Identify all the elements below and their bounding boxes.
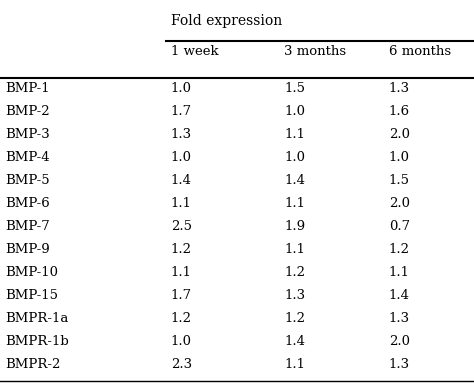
Text: 3 months: 3 months bbox=[284, 45, 346, 58]
Text: 1.6: 1.6 bbox=[389, 105, 410, 118]
Text: BMP-7: BMP-7 bbox=[5, 220, 49, 233]
Text: BMP-2: BMP-2 bbox=[5, 105, 49, 118]
Text: 2.0: 2.0 bbox=[389, 128, 410, 141]
Text: 1.0: 1.0 bbox=[171, 151, 191, 164]
Text: BMP-5: BMP-5 bbox=[5, 174, 49, 187]
Text: 2.0: 2.0 bbox=[389, 335, 410, 348]
Text: BMP-6: BMP-6 bbox=[5, 197, 49, 210]
Text: 1.3: 1.3 bbox=[389, 312, 410, 325]
Text: BMP-3: BMP-3 bbox=[5, 128, 49, 141]
Text: 1.2: 1.2 bbox=[389, 243, 410, 256]
Text: 1.9: 1.9 bbox=[284, 220, 306, 233]
Text: 1.7: 1.7 bbox=[171, 105, 192, 118]
Text: 0.7: 0.7 bbox=[389, 220, 410, 233]
Text: BMP-9: BMP-9 bbox=[5, 243, 49, 256]
Text: 1 week: 1 week bbox=[171, 45, 218, 58]
Text: 1.4: 1.4 bbox=[284, 174, 305, 187]
Text: 2.3: 2.3 bbox=[171, 358, 192, 371]
Text: BMP-4: BMP-4 bbox=[5, 151, 49, 164]
Text: BMPR-2: BMPR-2 bbox=[5, 358, 60, 371]
Text: 1.5: 1.5 bbox=[389, 174, 410, 187]
Text: 1.3: 1.3 bbox=[171, 128, 192, 141]
Text: 1.0: 1.0 bbox=[171, 335, 191, 348]
Text: 1.0: 1.0 bbox=[284, 151, 305, 164]
Text: 1.1: 1.1 bbox=[284, 358, 305, 371]
Text: BMP-15: BMP-15 bbox=[5, 289, 58, 302]
Text: 1.1: 1.1 bbox=[389, 266, 410, 279]
Text: 1.4: 1.4 bbox=[171, 174, 191, 187]
Text: BMPR-1a: BMPR-1a bbox=[5, 312, 68, 325]
Text: 1.2: 1.2 bbox=[284, 266, 305, 279]
Text: 1.1: 1.1 bbox=[284, 128, 305, 141]
Text: 1.5: 1.5 bbox=[284, 82, 305, 95]
Text: 2.5: 2.5 bbox=[171, 220, 191, 233]
Text: 2.0: 2.0 bbox=[389, 197, 410, 210]
Text: BMP-1: BMP-1 bbox=[5, 82, 49, 95]
Text: 1.3: 1.3 bbox=[389, 358, 410, 371]
Text: 1.2: 1.2 bbox=[171, 312, 191, 325]
Text: 1.4: 1.4 bbox=[389, 289, 410, 302]
Text: 1.3: 1.3 bbox=[284, 289, 306, 302]
Text: 1.1: 1.1 bbox=[284, 197, 305, 210]
Text: 6 months: 6 months bbox=[389, 45, 451, 58]
Text: BMPR-1b: BMPR-1b bbox=[5, 335, 68, 348]
Text: 1.1: 1.1 bbox=[171, 197, 191, 210]
Text: 1.0: 1.0 bbox=[284, 105, 305, 118]
Text: 1.2: 1.2 bbox=[284, 312, 305, 325]
Text: Fold expression: Fold expression bbox=[171, 14, 282, 28]
Text: 1.1: 1.1 bbox=[284, 243, 305, 256]
Text: 1.7: 1.7 bbox=[171, 289, 192, 302]
Text: 1.2: 1.2 bbox=[171, 243, 191, 256]
Text: 1.3: 1.3 bbox=[389, 82, 410, 95]
Text: BMP-10: BMP-10 bbox=[5, 266, 58, 279]
Text: 1.4: 1.4 bbox=[284, 335, 305, 348]
Text: 1.1: 1.1 bbox=[171, 266, 191, 279]
Text: 1.0: 1.0 bbox=[389, 151, 410, 164]
Text: 1.0: 1.0 bbox=[171, 82, 191, 95]
